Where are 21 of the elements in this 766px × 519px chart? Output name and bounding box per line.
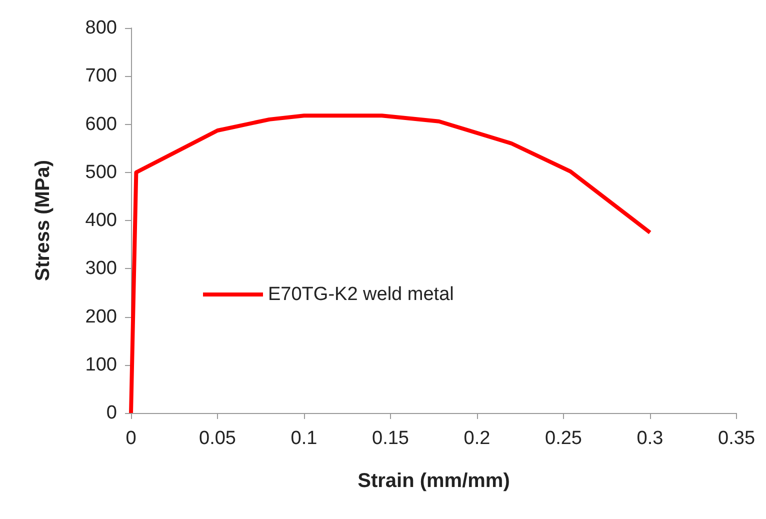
x-tick-label: 0.15	[372, 428, 409, 449]
y-tick-label: 800	[85, 18, 117, 38]
y-tick-label: 400	[85, 210, 117, 231]
y-tick-label: 200	[85, 306, 117, 328]
x-tick-label: 0.3	[636, 428, 664, 449]
x-tick-label: 0.25	[545, 428, 582, 449]
y-tick-label: 300	[85, 258, 117, 280]
x-axis-title: Strain (mm/mm)	[358, 470, 510, 492]
y-tick-label: 600	[85, 114, 117, 135]
x-tick-label: 0.05	[199, 428, 236, 449]
x-tick-label: 0.2	[464, 428, 490, 449]
y-tick-label: 100	[85, 354, 117, 376]
y-tick-label: 700	[85, 66, 117, 87]
y-axis-title: Stress (MPa)	[32, 160, 54, 282]
x-tick-label: 0.35	[718, 428, 756, 449]
legend-label: E70TG-K2 weld metal	[268, 284, 454, 305]
x-tick-label: 0.1	[290, 428, 318, 449]
y-tick-label: 0	[106, 402, 117, 424]
y-tick-label: 500	[85, 162, 117, 183]
x-tick-label: 0	[126, 428, 136, 449]
line-series	[129, 114, 652, 415]
